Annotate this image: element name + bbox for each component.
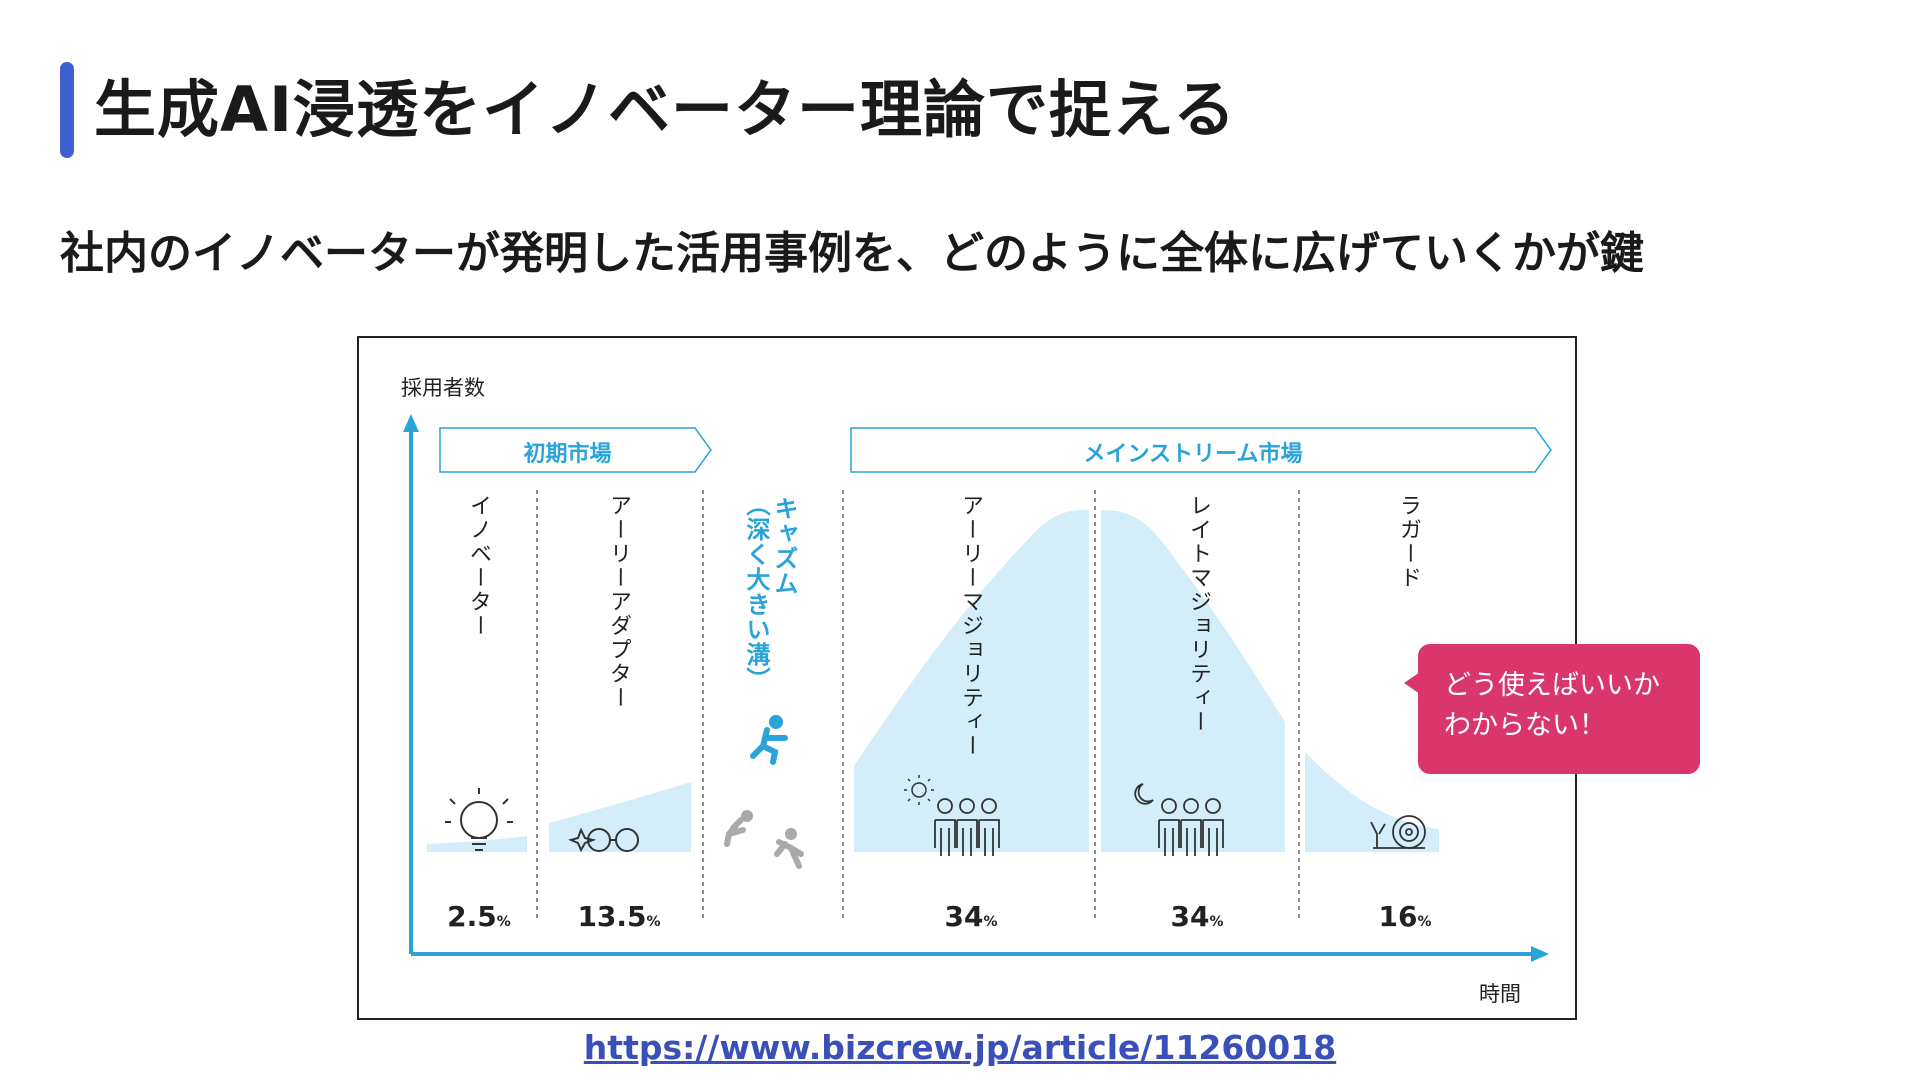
snail-icon (1370, 815, 1426, 849)
mainstream-market-label: メインストリーム市場 (1083, 442, 1303, 467)
callout-tail (1404, 672, 1420, 694)
y-axis-label: 採用者数 (401, 376, 485, 400)
page-title: 生成AI浸透をイノベーター理論で捉える (94, 73, 1237, 146)
early-market-label: 初期市場 (523, 442, 612, 467)
segment-label-early-adopters: アーリーアダプター (606, 494, 631, 710)
person-falling-icon (724, 810, 804, 869)
x-axis-arrow (1531, 946, 1549, 962)
sun-icon (904, 775, 934, 805)
x-axis-label: 時間 (1479, 982, 1521, 1006)
innovation-diffusion-diagram: 採用者数 時間 初期市場 メインストリーム市場 イノベーター アーリーアダプター… (357, 336, 1577, 1020)
mainstream-market-banner (850, 427, 1552, 473)
chasm-label: キャズム (770, 496, 798, 596)
early-market-banner (439, 427, 712, 473)
callout-line-1: どう使えばいいか (1444, 670, 1660, 701)
source-link[interactable]: https://www.bizcrew.jp/article/11260018 (583, 1028, 1337, 1067)
curve-fill-innovators (427, 744, 527, 852)
segment-label-innovators: イノベーター (466, 494, 491, 638)
segment-label-early-majority: アーリーマジョリティー (958, 494, 983, 758)
moon-icon (1134, 783, 1154, 805)
curve-fill-laggards (1305, 752, 1439, 852)
title-accent-bar (60, 62, 74, 158)
segment-percent-early-majority: 34% (944, 900, 998, 933)
person-jumping-icon (750, 715, 788, 765)
page-subtitle: 社内のイノベーターが発明した活用事例を、どのように全体に広げていくかが鍵 (60, 228, 1644, 279)
people-group-icon (1158, 798, 1224, 856)
segment-label-late-majority: レイトマジョリティー (1186, 494, 1211, 734)
curve-fill-early-adopters (549, 782, 691, 852)
segment-label-laggards: ラガード (1396, 494, 1421, 590)
y-axis-arrow (403, 414, 419, 432)
segment-dividers (536, 490, 1300, 922)
light-bulb-icon (445, 788, 513, 851)
chasm-sub-label: （深く大きい溝） (742, 492, 770, 692)
segment-percent-innovators: 2.5% (447, 900, 511, 933)
segment-percent-early-adopters: 13.5% (577, 900, 661, 933)
people-group-icon (934, 798, 1000, 856)
callout-line-2: わからない！ (1444, 710, 1606, 741)
segment-percent-late-majority: 34% (1170, 900, 1224, 933)
diagram-graphics (403, 414, 1552, 962)
curve-fill-early-majority (854, 510, 1089, 852)
glasses-icon (568, 827, 639, 853)
segment-percent-laggards: 16% (1378, 900, 1432, 933)
curve-fill-late-majority (1101, 510, 1285, 852)
confusion-callout: どう使えばいいか わからない！ (1418, 644, 1700, 774)
